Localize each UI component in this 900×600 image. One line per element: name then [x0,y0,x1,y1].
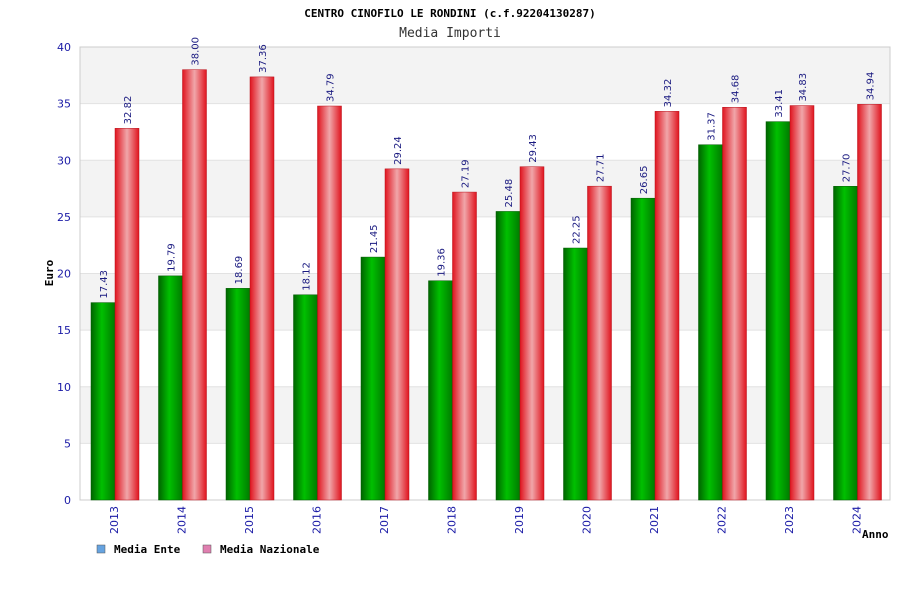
value-label-media-ente-2020: 22.25 [572,215,583,244]
value-label-media-nazionale-2016: 34.79 [326,73,337,102]
bar-media-nazionale-2020 [587,185,612,501]
legend-swatch-media-nazionale [202,544,212,554]
bar-media-ente-2019 [495,211,521,501]
value-labels: 17.43 32.82 19.79 38.00 18.69 37.36 18.12 34.79… [99,37,877,299]
y-tick-label: 20 [57,268,71,281]
value-label-media-nazionale-2013: 32.82 [123,96,134,125]
value-label-media-nazionale-2015: 37.36 [258,44,269,73]
y-tick-label: 25 [57,211,71,224]
y-axis-label: Euro [43,259,56,286]
bar-media-ente-2020 [563,247,588,501]
grid-band [80,330,890,387]
bar-media-nazionale-2015 [249,76,275,501]
bar-media-nazionale-2021 [654,111,680,501]
chart-subtitle: Media Importi [399,26,501,41]
y-tick-label: 35 [57,98,71,111]
x-tick-label-2018: 2018 [446,506,459,534]
bar-media-ente-2017 [360,256,386,501]
x-tick-label-2013: 2013 [108,506,121,534]
x-tick-label-2021: 2021 [648,506,661,534]
x-tick-label-2020: 2020 [581,506,594,534]
x-tick-label-2015: 2015 [243,506,256,534]
value-label-media-ente-2013: 17.43 [99,270,110,299]
value-label-media-nazionale-2022: 34.68 [731,75,742,104]
legend-label-media-nazionale: Media Nazionale [220,543,320,556]
value-label-media-ente-2014: 19.79 [167,243,178,272]
value-label-media-ente-2019: 25.48 [504,179,515,208]
chart-title: CENTRO CINOFILO LE RONDINI (c.f.92204130… [304,7,595,20]
bar-media-ente-2016 [293,294,318,501]
bars [90,69,882,501]
bar-media-nazionale-2016 [317,105,342,501]
bar-media-ente-2022 [698,144,723,501]
plot-frame [79,46,891,501]
x-axis-label: Anno [862,528,889,541]
x-tick-label-2022: 2022 [716,506,729,534]
bar-media-ente-2021 [630,197,656,501]
y-tick-label: 30 [57,154,71,167]
bar-media-ente-2024 [833,186,858,501]
grid-band [80,103,890,161]
x-tick-label-2019: 2019 [513,506,526,534]
value-label-media-nazionale-2018: 27.19 [461,159,472,188]
y-tick-label: 10 [57,381,71,394]
grid-band [80,47,890,104]
bar-media-ente-2014 [158,275,183,501]
grid-band [80,216,890,274]
bar-media-ente-2013 [90,302,116,501]
value-label-media-nazionale-2023: 34.83 [798,73,809,102]
value-label-media-ente-2017: 21.45 [369,224,380,253]
bar-media-nazionale-2024 [857,104,882,501]
y-axis-ticks: 0 5 10 15 20 25 30 35 40 [57,41,71,507]
x-tick-label-2024: 2024 [851,506,864,534]
x-axis-ticks: 2013 2014 2015 2016 2017 2018 2019 2020 2021 2022… [108,506,864,534]
value-label-media-ente-2022: 31.37 [707,112,718,141]
value-label-media-nazionale-2014: 38.00 [191,37,202,66]
plot-area [79,46,891,501]
x-tick-label-2017: 2017 [378,506,391,534]
value-label-media-ente-2024: 27.70 [842,154,853,183]
x-tick-label-2014: 2014 [176,506,189,534]
grid-band [80,386,890,444]
grid-band [80,443,890,500]
bar-media-ente-2015 [225,288,251,501]
value-label-media-nazionale-2024: 34.94 [866,72,877,101]
bar-media-nazionale-2023 [789,105,815,501]
value-label-media-nazionale-2020: 27.71 [596,154,607,183]
grid-band [80,273,890,331]
bar-media-nazionale-2017 [384,168,410,501]
value-label-media-ente-2021: 26.65 [639,166,650,195]
bar-media-ente-2023 [765,121,791,501]
value-label-media-nazionale-2019: 29.43 [528,134,539,163]
value-label-media-ente-2023: 33.41 [774,89,785,118]
y-tick-label: 15 [57,324,71,337]
bar-media-nazionale-2018 [452,191,477,501]
y-tick-label: 5 [64,437,71,450]
bar-media-nazionale-2019 [519,166,545,501]
legend-label-media-ente: Media Ente [114,543,181,556]
legend: Media Ente Media Nazionale [96,543,320,556]
x-tick-label-2023: 2023 [783,506,796,534]
value-label-media-ente-2016: 18.12 [302,262,313,291]
value-label-media-nazionale-2021: 34.32 [663,79,674,108]
bar-media-nazionale-2014 [182,69,207,501]
bar-media-ente-2018 [428,280,453,501]
y-tick-label: 40 [57,41,71,54]
y-tick-label: 0 [64,494,71,507]
legend-swatch-media-ente [96,544,106,554]
value-label-media-nazionale-2017: 29.24 [393,136,404,165]
value-label-media-ente-2015: 18.69 [234,256,245,285]
bar-media-nazionale-2013 [114,128,140,501]
value-label-media-ente-2018: 19.36 [437,248,448,277]
grid-band [80,160,890,217]
bar-media-nazionale-2022 [722,106,747,501]
x-tick-label-2016: 2016 [311,506,324,534]
